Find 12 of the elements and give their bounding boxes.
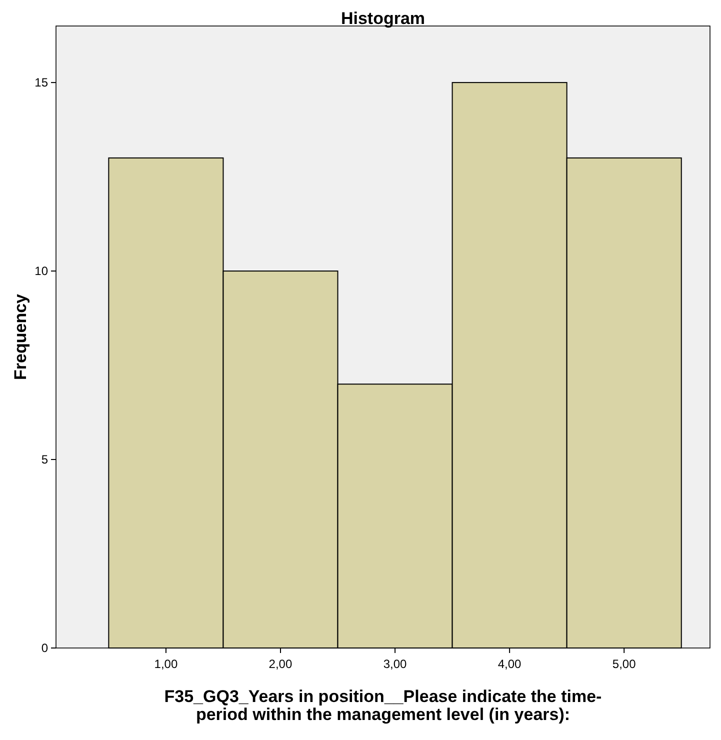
y-axis-title: Frequency [11, 293, 30, 380]
y-tick-label: 0 [41, 641, 48, 656]
x-tick-label: 2,00 [268, 657, 292, 671]
x-tick-label: 3,00 [383, 657, 408, 671]
x-tick-label: 1,00 [154, 657, 178, 671]
y-tick-label: 10 [34, 264, 48, 278]
x-axis-title: F35_GQ3_Years in position__Please indicate the time- period within the management level (in years): [164, 687, 602, 724]
y-tick-label: 5 [41, 452, 48, 467]
chart-title: Histogram [340, 9, 426, 28]
x-tick-label: 5,00 [612, 657, 636, 671]
x-tick-label: 4,00 [498, 657, 522, 671]
y-tick-label: 15 [34, 76, 48, 90]
